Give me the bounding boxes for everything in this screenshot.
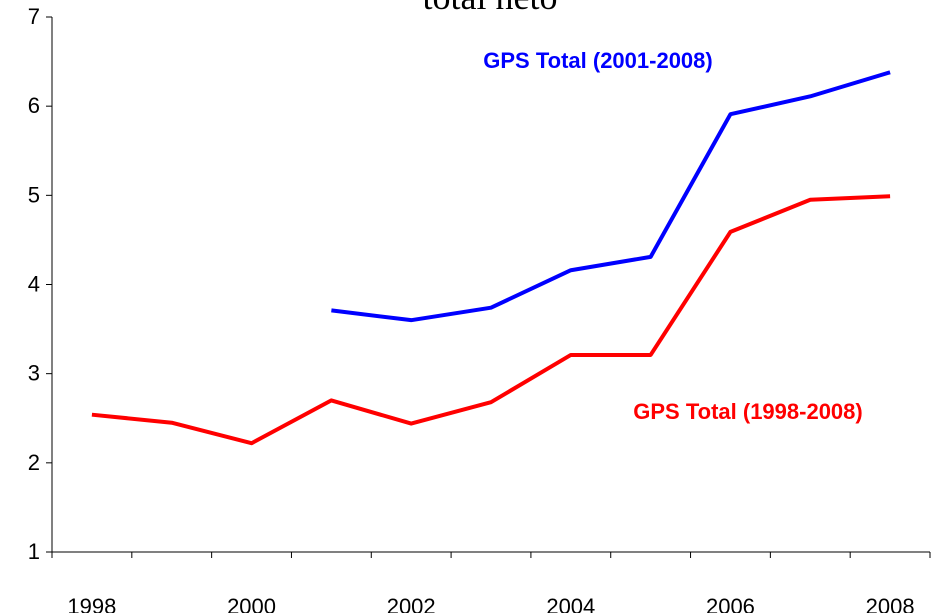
- y-tick-label: 6: [28, 93, 40, 118]
- x-tick-label: 2000: [227, 594, 276, 613]
- y-tick-label: 7: [28, 4, 40, 29]
- x-tick-label: 2008: [866, 594, 915, 613]
- y-tick-label: 5: [28, 182, 40, 207]
- x-tick-label: 1998: [67, 594, 116, 613]
- series-label: GPS Total (1998-2008): [633, 399, 862, 424]
- y-tick-label: 3: [28, 361, 40, 386]
- x-tick-label: 2004: [546, 594, 595, 613]
- line-series: [331, 70, 891, 323]
- series-label: GPS Total (2001-2008): [483, 48, 712, 73]
- line-series: [91, 194, 891, 446]
- x-tick-label: 2002: [387, 594, 436, 613]
- y-tick-label: 1: [28, 539, 40, 564]
- x-tick-label: 2006: [706, 594, 755, 613]
- y-tick-label: 2: [28, 450, 40, 475]
- chart-title: total neto: [423, 0, 558, 17]
- y-tick-label: 4: [28, 272, 40, 297]
